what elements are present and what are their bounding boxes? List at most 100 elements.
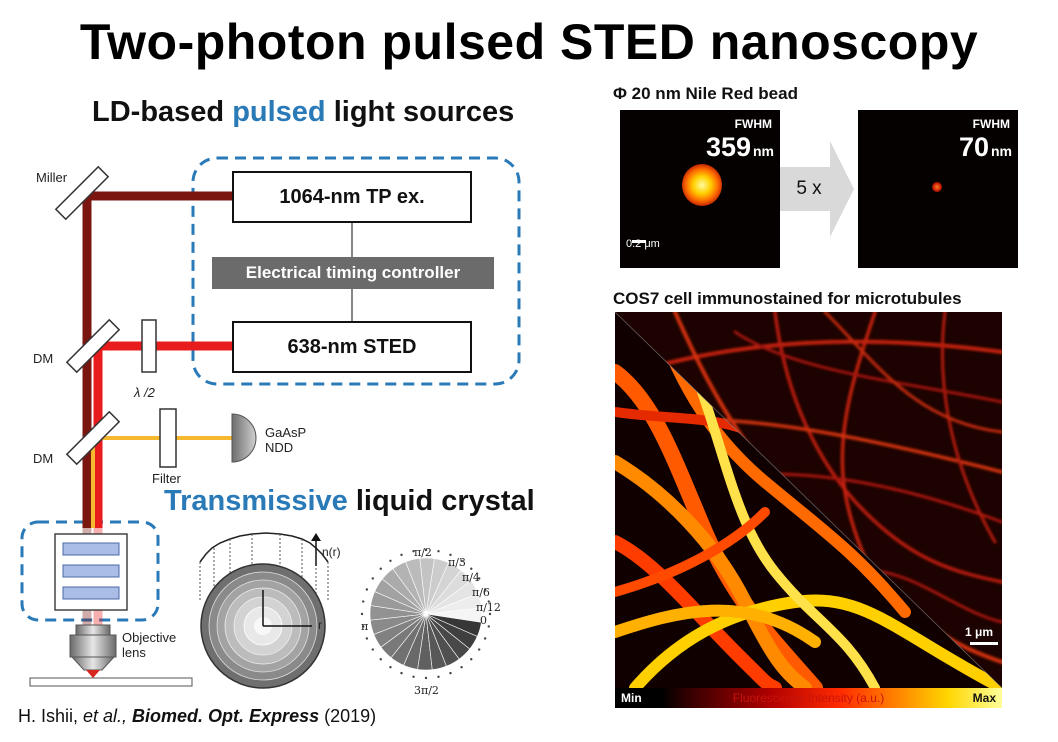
phase-ring-dot (483, 588, 487, 591)
tlc-heading-highlight: Transmissive (164, 485, 348, 517)
phase-ring-dot (487, 600, 490, 603)
sted-box: 638-nm STED (232, 321, 472, 373)
miller-label: Miller (36, 170, 68, 185)
phase-ring-dot (362, 625, 365, 628)
phase-label-pi-12: π/12 (476, 601, 501, 614)
phase-ring-dot (488, 612, 492, 616)
improvement-label: 5 x (796, 178, 822, 199)
bead-scalebar (632, 240, 646, 243)
sample-slide (29, 677, 193, 687)
bead-left-fwhm-label: FWHM (734, 117, 772, 131)
colorbar-max: Max (972, 691, 996, 705)
phase-ring-dot (483, 637, 487, 640)
cos7-scalebar-label: 1 μm (965, 625, 994, 639)
tp-ex-box: 1064-nm TP ex. (232, 171, 472, 223)
phase-ring-dot (460, 666, 463, 669)
bead-heading: Φ 20 nm Nile Red bead (613, 84, 798, 103)
phase-ring-dot (437, 550, 440, 553)
objective-label-2: lens (122, 645, 146, 660)
cos7-microtubule-image (615, 312, 1002, 688)
tlc-heading-suffix: liquid crystal (347, 485, 535, 517)
bead-confocal-image: FWHM 359 nm 0.2 μm (620, 110, 780, 268)
detector-icon (231, 413, 257, 463)
filter-label: Filter (152, 471, 181, 486)
phase-ring-dot (424, 676, 428, 680)
phase-label-0: 0 (480, 614, 487, 627)
phase-wedge (425, 613, 482, 637)
r-label: r (318, 618, 322, 632)
phase-ring-dot (460, 559, 463, 562)
bead-left-value: 359 (705, 132, 751, 162)
phase-ring-dot (412, 675, 415, 678)
bead-sted-image: FWHM 70 nm (858, 110, 1018, 268)
phase-label-pi-3: π/3 (448, 556, 466, 569)
phase-ring-dot (437, 675, 440, 678)
phase-ring-dot (365, 637, 369, 640)
dm2-label: DM (33, 451, 54, 466)
phase-ring-dot (487, 625, 490, 628)
tlc-heading: Transmissive liquid crystal (164, 485, 535, 518)
phase-ring-dot (478, 648, 481, 651)
phase-ring-dot (449, 671, 452, 675)
ld-heading: LD-based pulsed light sources (92, 96, 514, 129)
bead-right-fwhm-value: 70 nm (959, 132, 1012, 163)
cos7-scalebar (970, 642, 998, 645)
bead-right-value: 70 (958, 132, 989, 162)
optical-setup-diagram (20, 156, 521, 689)
phase-ring-dot (379, 567, 382, 570)
half-wave-plate (141, 319, 157, 373)
ld-heading-highlight: pulsed (232, 96, 326, 128)
filter-plate (159, 408, 177, 468)
bead-scalebar-label: 0.2 μm (626, 238, 660, 250)
phase-pie-icon (360, 548, 492, 680)
citation-year: (2019) (319, 706, 377, 726)
n-label: n(r) (322, 545, 341, 559)
phase-ring-dot (371, 577, 374, 580)
citation: H. Ishii, et al., Biomed. Opt. Express (… (18, 706, 376, 727)
detector-label-1: GaAsP (265, 425, 307, 440)
phase-label-pi-2: π/2 (414, 546, 432, 559)
phase-ring-dot (470, 658, 473, 661)
phase-ring-dot (400, 553, 403, 557)
light-source-frame (191, 156, 521, 386)
colorbar-label: Fluorescence Intensity (a.u.) (732, 691, 885, 705)
improvement-arrow (780, 141, 854, 237)
phase-label-pi-6: π/6 (472, 586, 490, 599)
objective-lens-icon (69, 624, 117, 678)
half-wave-label: λ /2 (134, 385, 155, 400)
ld-heading-suffix: light sources (325, 96, 515, 128)
detector-label-2: NDD (265, 440, 294, 455)
phase-ring-dot (360, 612, 364, 616)
colorbar-min: Min (621, 691, 642, 705)
timing-controller-box: Electrical timing controller (212, 257, 494, 289)
phase-ring-dot (470, 567, 473, 570)
bead-left-unit: nm (753, 143, 774, 159)
dm1-label: DM (33, 351, 54, 366)
phase-ring-dot (449, 553, 452, 557)
miller-mirror (54, 165, 110, 221)
phase-ring-dot (424, 548, 428, 552)
cos7-heading: COS7 cell immunostained for microtubules (613, 289, 962, 308)
phase-ring-dot (362, 600, 365, 603)
phase-label-pi: π (361, 620, 369, 633)
page-title: Two-photon pulsed STED nanoscopy (79, 14, 979, 70)
objective-label-1: Objective (122, 630, 177, 645)
phase-ring-dot (371, 648, 374, 651)
phase-ring-dot (412, 550, 415, 553)
citation-authors: H. Ishii, (18, 706, 84, 726)
liquid-crystal-frame (20, 520, 160, 622)
intensity-colorbar: Min Fluorescence Intensity (a.u.) Max (615, 688, 1002, 708)
phase-label-pi-4: π/4 (462, 571, 480, 584)
dm2-mirror (65, 410, 121, 466)
citation-journal: Biomed. Opt. Express (127, 706, 320, 726)
phase-ring-dot (400, 671, 403, 675)
liquid-crystal-lens-icon (200, 563, 326, 689)
phase-ring-dot (389, 666, 392, 669)
bead-right-unit: nm (991, 143, 1012, 159)
ld-heading-prefix: LD-based (92, 96, 233, 128)
bead-right-fwhm-label: FWHM (972, 117, 1010, 131)
phase-ring-dot (478, 577, 481, 580)
phase-label-3pi-2: 3π/2 (414, 684, 439, 697)
phase-ring-dot (389, 559, 392, 562)
citation-etal: et al., (83, 706, 128, 726)
